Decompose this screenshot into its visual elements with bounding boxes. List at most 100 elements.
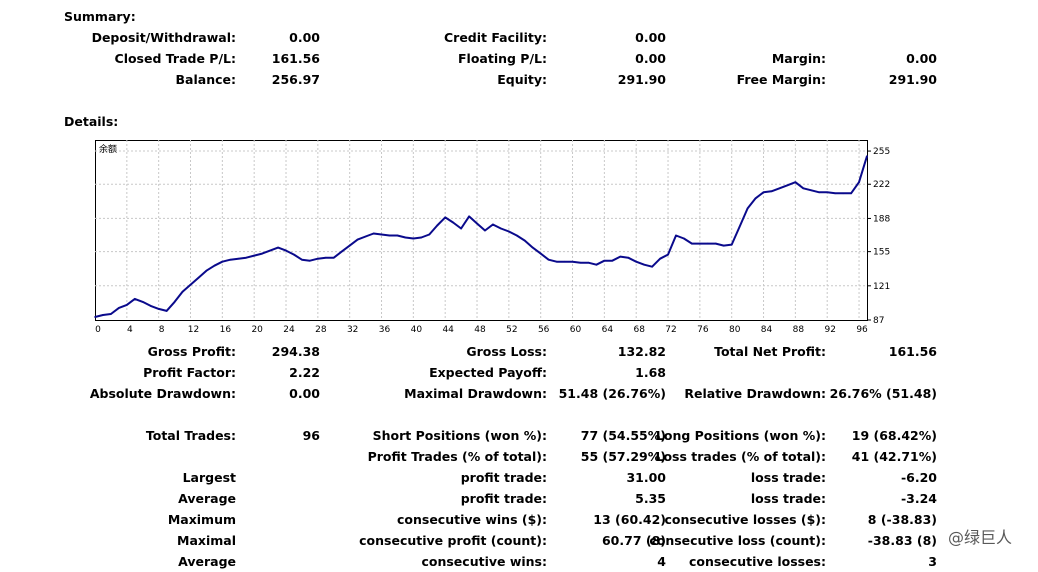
data-point <box>340 250 343 253</box>
average-label: Average <box>178 491 236 506</box>
maximal-loss-label: consecutive loss (count): <box>649 533 826 548</box>
x-tick-label: 48 <box>474 325 486 335</box>
data-point <box>285 249 287 252</box>
x-tick-label: 24 <box>283 325 295 335</box>
avg-wins-value: 4 <box>657 554 666 569</box>
data-point <box>141 301 144 303</box>
maximal-label: Maximal <box>177 533 236 548</box>
watermark: @绿巨人 <box>948 528 1013 547</box>
balance-label: Balance: <box>175 72 236 87</box>
equity-value: 291.90 <box>617 72 666 87</box>
x-tick-label: 80 <box>729 325 741 335</box>
data-point <box>404 236 407 239</box>
data-point <box>245 256 248 259</box>
average-profit-value: 5.35 <box>635 491 666 506</box>
data-point <box>595 263 598 266</box>
data-point <box>778 187 781 190</box>
gross-profit-value: 294.38 <box>271 344 320 359</box>
x-tick-label: 68 <box>633 325 645 335</box>
data-point <box>277 246 279 249</box>
data-point <box>293 253 295 256</box>
x-tick-label: 84 <box>761 325 773 335</box>
data-point <box>500 227 502 230</box>
x-tick-label: 0 <box>95 325 101 335</box>
balance-value: 256.97 <box>271 72 320 87</box>
data-point <box>603 259 606 262</box>
data-point <box>722 244 725 247</box>
data-point <box>165 310 168 312</box>
y-tick-label: 121 <box>873 282 890 292</box>
data-point <box>348 244 351 247</box>
largest-loss-label: loss trade: <box>750 470 826 485</box>
credit-value: 0.00 <box>635 30 666 45</box>
data-point <box>149 305 152 307</box>
total-net-profit-value: 161.56 <box>888 344 937 359</box>
data-point <box>667 253 669 256</box>
margin-label: Margin: <box>771 51 826 66</box>
data-point <box>412 237 415 240</box>
absolute-drawdown-label: Absolute Drawdown: <box>89 386 236 401</box>
x-tick-label: 52 <box>506 325 517 335</box>
deposit-value: 0.00 <box>289 30 320 45</box>
balance-line <box>94 155 868 318</box>
data-point <box>508 230 510 233</box>
relative-drawdown-label: Relative Drawdown: <box>684 386 826 401</box>
equity-label: Equity: <box>497 72 547 87</box>
profit-trades-value: 55 (57.29%) <box>580 449 666 464</box>
data-point <box>102 314 104 316</box>
y-tick-label: 155 <box>873 248 890 258</box>
data-point <box>110 313 112 315</box>
absolute-drawdown-value: 0.00 <box>289 386 320 401</box>
data-point <box>587 261 590 264</box>
maximal-loss-value: -38.83 (8) <box>867 533 937 548</box>
free-margin-value: 291.90 <box>888 72 937 87</box>
profit-factor-label: Profit Factor: <box>143 365 236 380</box>
x-tick-label: 72 <box>665 325 676 335</box>
loss-trades-label: Loss trades (% of total): <box>655 449 826 464</box>
data-point <box>364 235 367 238</box>
data-point <box>571 260 574 263</box>
data-point <box>380 233 383 236</box>
data-point <box>372 232 375 235</box>
data-point <box>428 233 431 236</box>
data-point <box>516 234 518 237</box>
data-point <box>237 257 240 260</box>
data-point <box>794 181 797 184</box>
data-point <box>332 256 335 259</box>
data-point <box>173 301 176 303</box>
maximal-profit-label: consecutive profit (count): <box>359 533 547 548</box>
profit-trades-label: Profit Trades (% of total): <box>367 449 547 464</box>
x-tick-label: 8 <box>159 325 165 335</box>
gross-profit-label: Gross Profit: <box>147 344 236 359</box>
x-tick-label: 4 <box>127 325 133 335</box>
data-point <box>261 252 263 255</box>
deposit-label: Deposit/Withdrawal: <box>91 30 236 45</box>
maximal-profit-value: 60.77 (8) <box>601 533 666 548</box>
largest-profit-label: profit trade: <box>460 470 547 485</box>
data-point <box>643 263 645 266</box>
credit-label: Credit Facility: <box>443 30 547 45</box>
data-point <box>762 191 765 194</box>
data-point <box>197 276 200 279</box>
data-point <box>818 191 821 194</box>
average-loss-value: -3.24 <box>900 491 937 506</box>
largest-label: Largest <box>182 470 236 485</box>
max-losses-value: 8 (-38.83) <box>867 512 937 527</box>
data-point <box>452 221 454 224</box>
data-point <box>802 187 805 190</box>
data-point <box>460 227 462 230</box>
data-point <box>754 197 757 200</box>
x-tick-label: 60 <box>570 325 582 335</box>
total-trades-label: Total Trades: <box>145 428 236 443</box>
data-point <box>866 155 868 157</box>
maximum-label: Maximum <box>167 512 236 527</box>
data-point <box>126 304 128 306</box>
total-trades-value: 96 <box>302 428 320 443</box>
x-tick-label: 40 <box>411 325 423 335</box>
largest-profit-value: 31.00 <box>626 470 666 485</box>
data-point <box>205 269 208 272</box>
data-point <box>444 216 446 219</box>
data-point <box>539 252 542 255</box>
data-point <box>229 258 232 261</box>
expected-payoff-label: Expected Payoff: <box>429 365 547 380</box>
